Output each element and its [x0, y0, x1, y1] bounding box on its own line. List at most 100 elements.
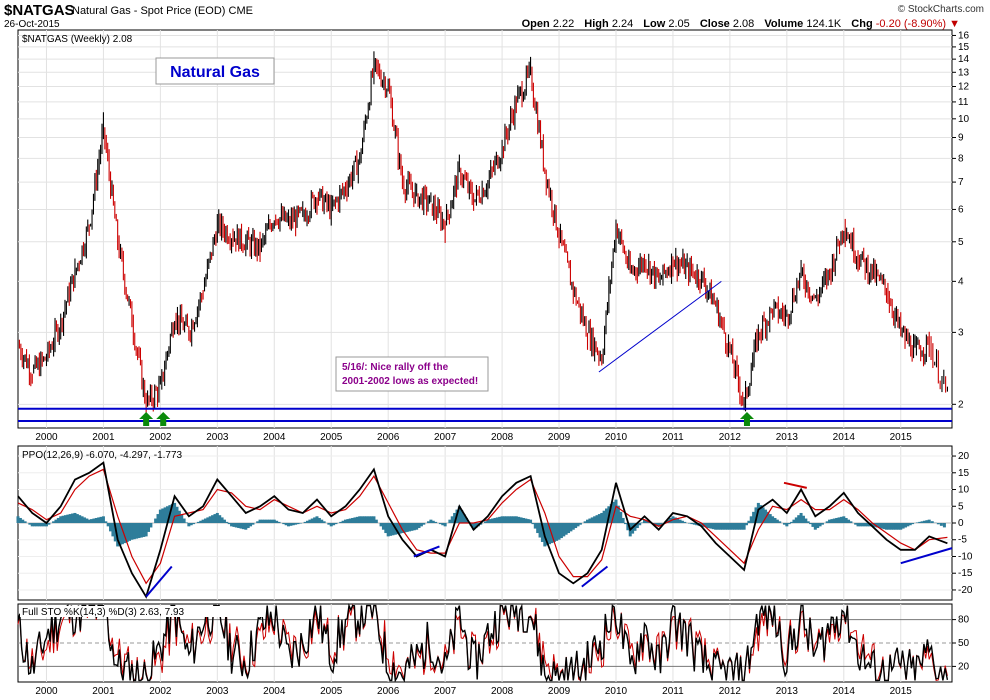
ppo-histogram-bar — [66, 514, 70, 523]
ppo-histogram-bar — [142, 523, 146, 537]
ppo-histogram-bar — [71, 513, 75, 523]
ppo-histogram-bar — [797, 515, 801, 523]
ppo-histogram-bar — [220, 517, 224, 523]
ppo-histogram-bar — [903, 523, 907, 528]
ppo-histogram-bar — [690, 523, 694, 525]
annotation-box — [335, 356, 489, 392]
price-x-tick-label: 2012 — [719, 432, 742, 443]
symbol-title: $NATGAS — [4, 2, 75, 19]
ppo-histogram-bar — [792, 519, 796, 523]
ppo-histogram-bar — [28, 523, 32, 525]
ppo-histogram-bar — [313, 517, 317, 523]
ppo-divergence-line — [900, 547, 953, 565]
ppo-histogram-bar — [44, 523, 48, 527]
ppo-histogram-bar — [391, 523, 395, 536]
ppo-histogram-bar — [633, 523, 637, 531]
ppo-histogram-bar — [925, 520, 929, 523]
ppo-histogram-bar — [858, 523, 862, 527]
open-label: Open — [521, 18, 550, 30]
price-x-tick-label: 2007 — [434, 432, 457, 443]
ppo-histogram-bar — [678, 519, 682, 523]
ppo-histogram-bar — [688, 523, 692, 524]
ppo-histogram-bar — [930, 521, 934, 523]
price-y-tick-label: 3 — [958, 327, 964, 338]
ppo-histogram-bar — [901, 523, 905, 529]
ppo-histogram-bar — [130, 523, 134, 540]
ppo-histogram-bar — [483, 521, 487, 523]
ppo-histogram-bar — [911, 523, 915, 525]
ppo-histogram-bar — [346, 519, 350, 523]
ppo-histogram-bar — [317, 517, 321, 523]
ppo-histogram-bar — [265, 519, 269, 523]
ppo-histogram-bar — [519, 517, 523, 523]
ppo-histogram-bar — [740, 523, 744, 530]
ppo-histogram-bar — [287, 523, 291, 527]
ppo-histogram-bar — [201, 519, 205, 523]
down-triangle-icon: ▼ — [949, 18, 960, 30]
ppo-histogram-bar — [120, 523, 124, 545]
ppo-histogram-bar — [507, 516, 511, 523]
ppo-y-tick-label: -20 — [958, 585, 973, 596]
close-label: Close — [699, 18, 730, 30]
ppo-histogram-bar — [123, 523, 127, 544]
ppo-histogram-bar — [645, 520, 649, 523]
ppo-histogram-bar — [139, 523, 143, 538]
ppo-histogram-bar — [111, 523, 115, 537]
ppo-histogram-bar — [699, 523, 703, 527]
ppo-histogram-bar — [766, 511, 770, 523]
ppo-histogram-bar — [87, 519, 91, 523]
ppo-histogram-bar — [676, 518, 680, 523]
ppo-histogram-bar — [745, 523, 749, 526]
ppo-histogram-bar — [875, 523, 879, 528]
ppo-histogram-bar — [640, 522, 644, 523]
ppo-histogram-bar — [778, 521, 782, 523]
ppo-histogram-bar — [362, 516, 366, 523]
sto-x-tick-label: 2002 — [149, 686, 172, 697]
ppo-histogram-bar — [564, 523, 568, 535]
ppo-histogram-bar — [303, 521, 307, 523]
ppo-histogram-bar — [806, 521, 810, 523]
ppo-histogram-bar — [557, 523, 561, 540]
sto-x-tick-label: 2006 — [377, 686, 400, 697]
ppo-histogram-bar — [462, 514, 466, 523]
sto-y-tick-label: 80 — [958, 615, 970, 626]
ppo-divergence-line-red — [783, 481, 807, 489]
ppo-histogram-bar — [787, 523, 791, 525]
volume-value: 124.1K — [806, 18, 842, 30]
ppo-histogram-bar — [849, 521, 853, 523]
sto-x-tick-label: 2012 — [719, 686, 742, 697]
ppo-histogram-bar — [118, 523, 122, 546]
ppo-histogram-bar — [856, 523, 860, 527]
brand-link[interactable]: © StockCharts.com — [897, 4, 984, 15]
ppo-histogram-bar — [517, 516, 521, 523]
ppo-histogram-bar — [289, 523, 293, 526]
chg-value: -0.20 (-8.90%) — [875, 18, 947, 30]
ppo-histogram-bar — [899, 523, 903, 530]
price-y-tick-label: 14 — [958, 54, 970, 65]
ppo-histogram-bar — [768, 514, 772, 523]
ppo-histogram-bar — [260, 519, 264, 523]
price-y-tick-label: 7 — [958, 177, 964, 188]
ppo-histogram-bar — [896, 523, 900, 530]
sto-x-tick-label: 2001 — [92, 686, 115, 697]
ppo-histogram-bar — [187, 523, 191, 527]
ppo-histogram-bar — [431, 520, 435, 523]
ppo-histogram-bar — [906, 523, 910, 527]
ppo-histogram-bar — [491, 518, 495, 523]
ppo-histogram-bar — [816, 523, 820, 529]
sto-x-tick-label: 2005 — [320, 686, 343, 697]
price-x-tick-label: 2001 — [92, 432, 115, 443]
ppo-histogram-bar — [246, 523, 250, 529]
ppo-histogram-bar — [268, 519, 272, 523]
ppo-histogram-bar — [548, 523, 552, 545]
low-label: Low — [643, 18, 666, 30]
sto-x-tick-label: 2000 — [35, 686, 58, 697]
ppo-histogram-bar — [540, 523, 544, 542]
ppo-y-tick-label: 0 — [958, 518, 964, 529]
sto-x-tick-label: 2014 — [833, 686, 856, 697]
sto-legend: Full STO %K(14,3) %D(3) 2.63, 7.93 — [22, 607, 185, 618]
ppo-histogram-bar — [213, 514, 217, 523]
ppo-histogram-bar — [199, 520, 203, 523]
